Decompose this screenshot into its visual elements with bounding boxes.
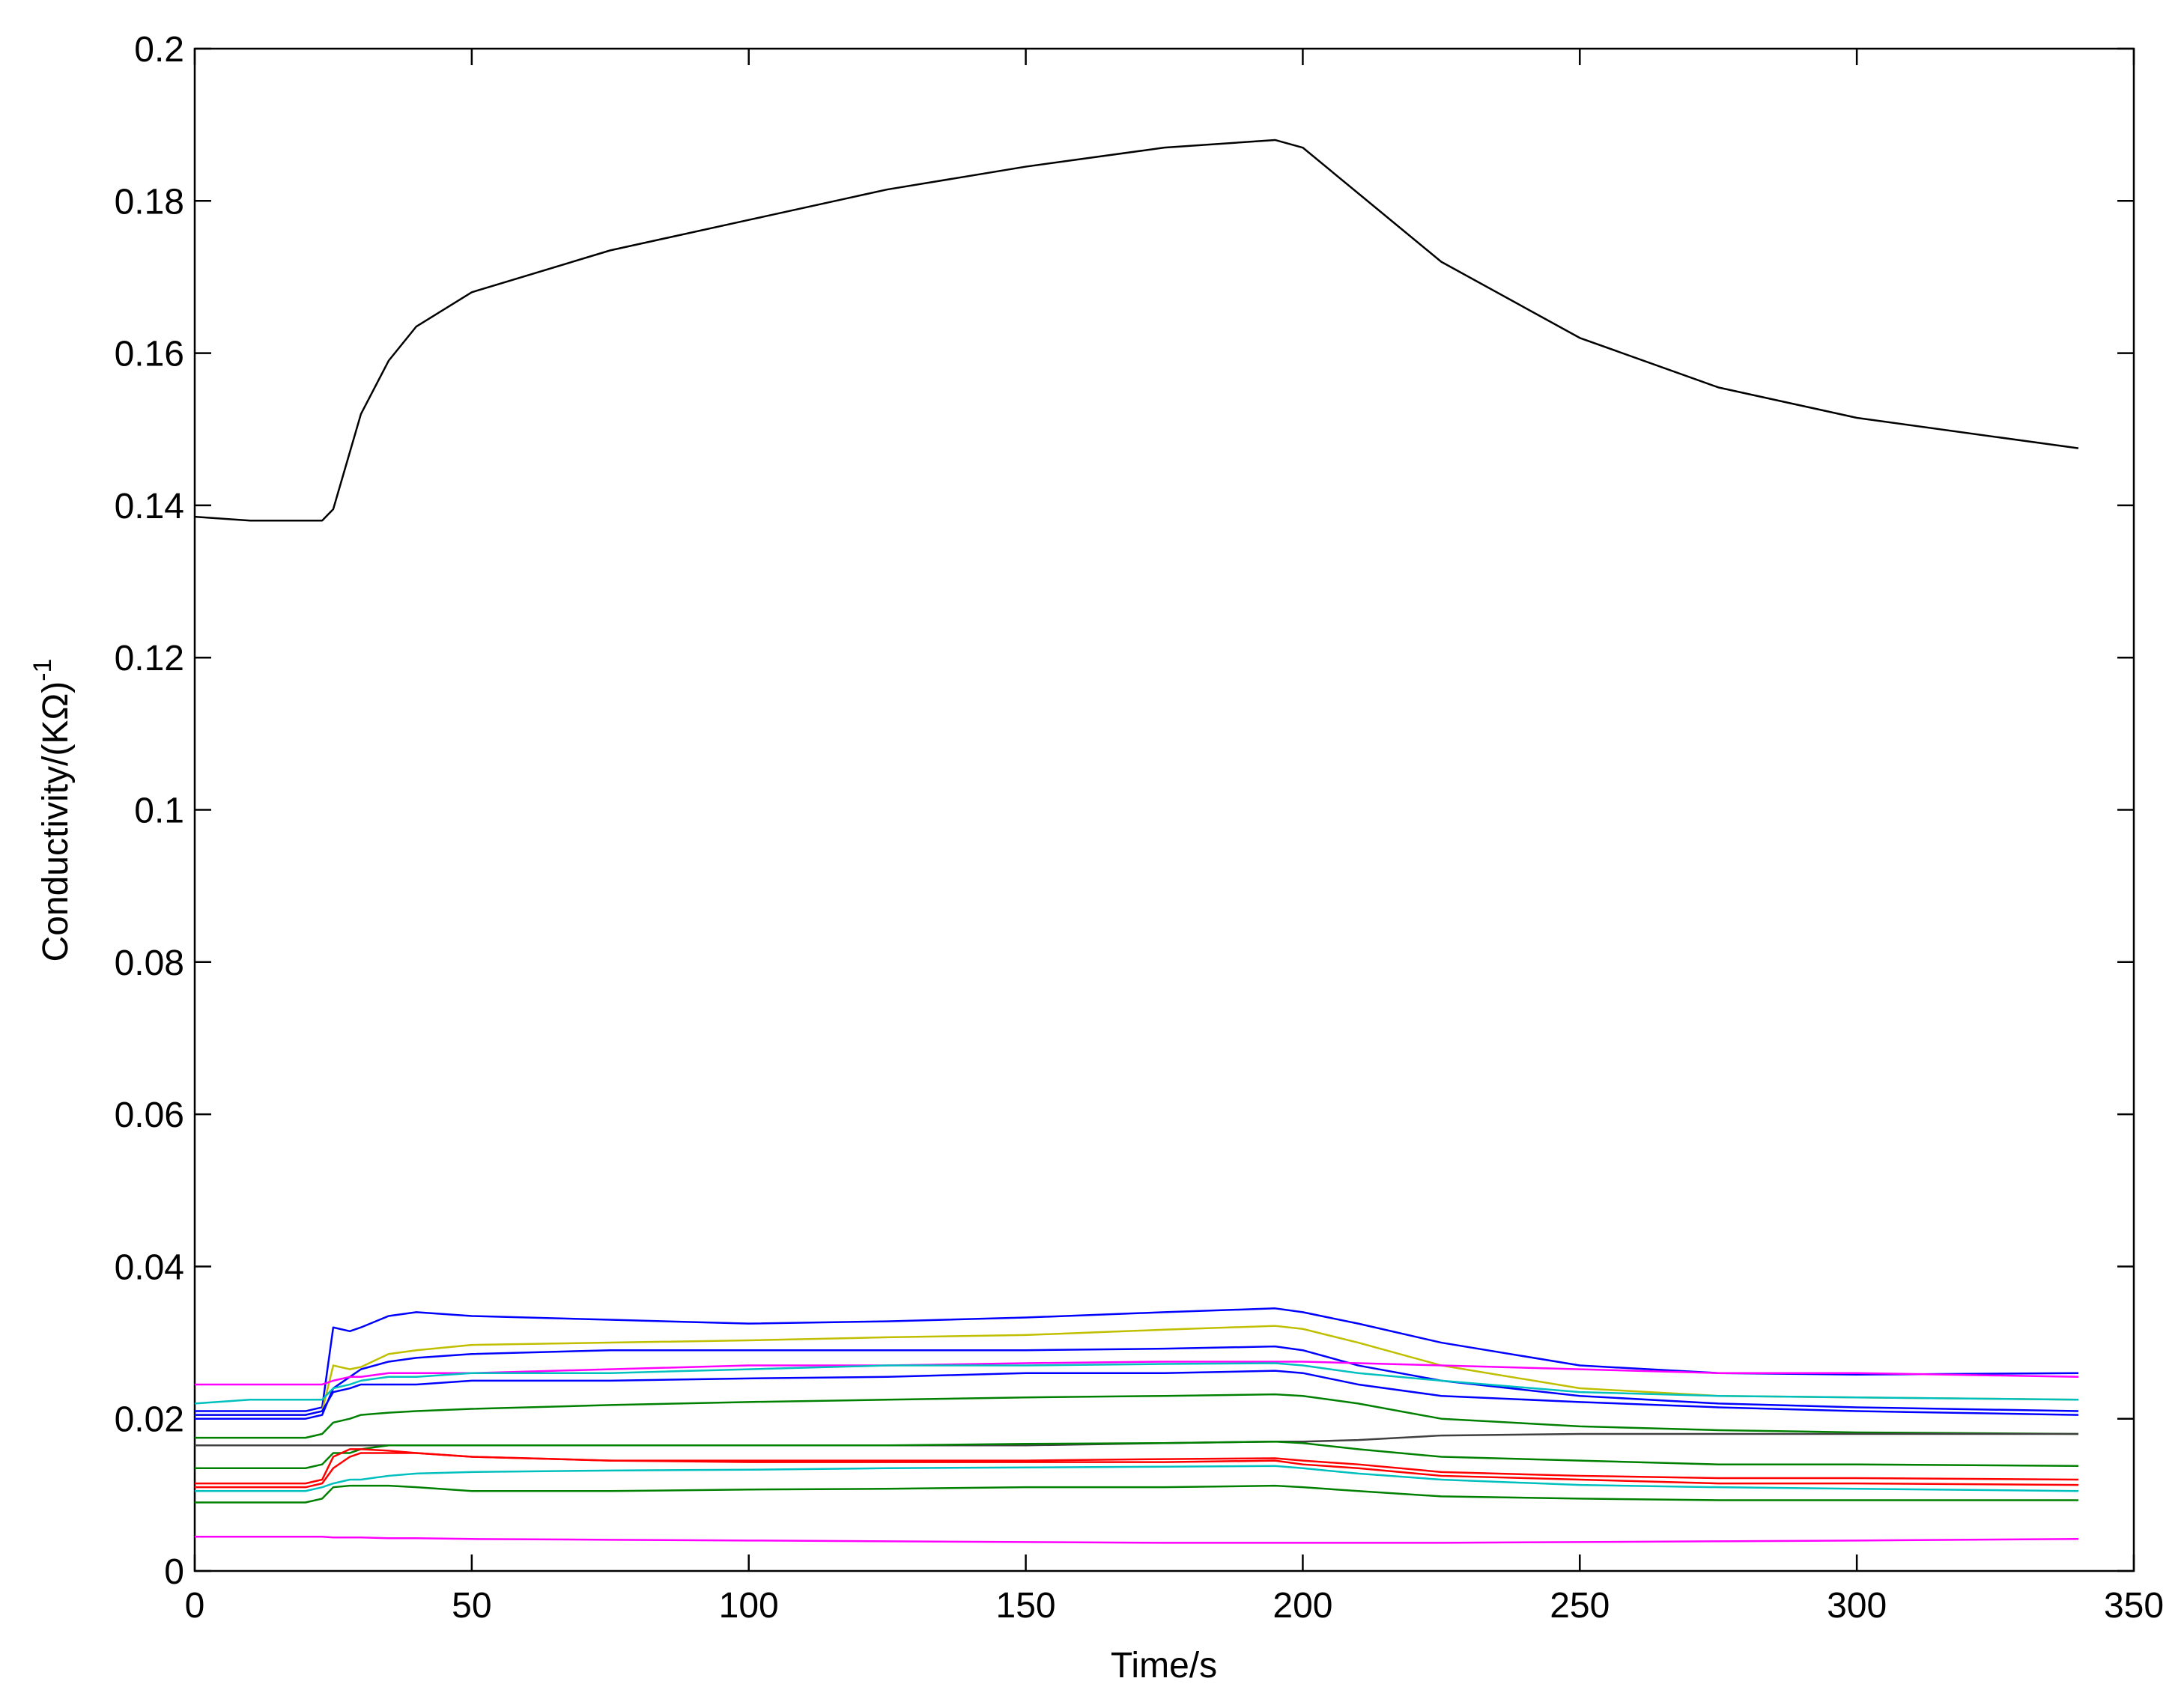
plot-frame	[193, 47, 2135, 1572]
series-line	[195, 1448, 2079, 1485]
y-tick-label: 0.2	[134, 30, 184, 70]
y-tick-label: 0.1	[134, 791, 184, 831]
series-line	[195, 1452, 2079, 1489]
x-axis-label: Time/s	[1111, 1646, 1217, 1686]
y-tick-label: 0.18	[115, 182, 184, 222]
x-tick-label: 150	[996, 1586, 1056, 1626]
series-line	[195, 1536, 2079, 1544]
y-axis-label-superscript: -1	[28, 659, 57, 681]
y-tick-label: 0.06	[115, 1095, 184, 1135]
y-axis-label: Conductivity/(KΩ)-1	[28, 659, 76, 962]
y-tick-label: 0.08	[115, 943, 184, 983]
y-tick-label: 0.12	[115, 639, 184, 678]
series-line	[195, 1484, 2079, 1504]
y-axis-label-main: Conductivity/(KΩ)	[36, 681, 76, 962]
series-line	[195, 1393, 2079, 1439]
x-tick-label: 250	[1550, 1586, 1610, 1626]
x-tick-label: 200	[1273, 1586, 1332, 1626]
y-tick-label: 0.14	[115, 487, 184, 526]
series-line	[195, 1307, 2079, 1412]
x-tick-label: 50	[452, 1586, 491, 1626]
series-line	[195, 1370, 2079, 1416]
series-line	[195, 1325, 2079, 1416]
series-line	[194, 1362, 2079, 1405]
series-line	[195, 1440, 2079, 1470]
x-tick-label: 350	[2104, 1586, 2164, 1626]
y-tick-label: 0.16	[115, 335, 184, 374]
series-line	[194, 139, 2079, 522]
x-tick-label: 100	[719, 1586, 779, 1626]
series-line	[195, 1361, 2079, 1386]
x-tick-label: 300	[1827, 1586, 1887, 1626]
series-line	[195, 1465, 2079, 1492]
x-tick-label: 0	[185, 1586, 205, 1626]
y-tick-label: 0.02	[115, 1400, 184, 1440]
y-tick-label: 0.04	[115, 1247, 184, 1287]
y-tick-label: 0	[164, 1552, 184, 1592]
